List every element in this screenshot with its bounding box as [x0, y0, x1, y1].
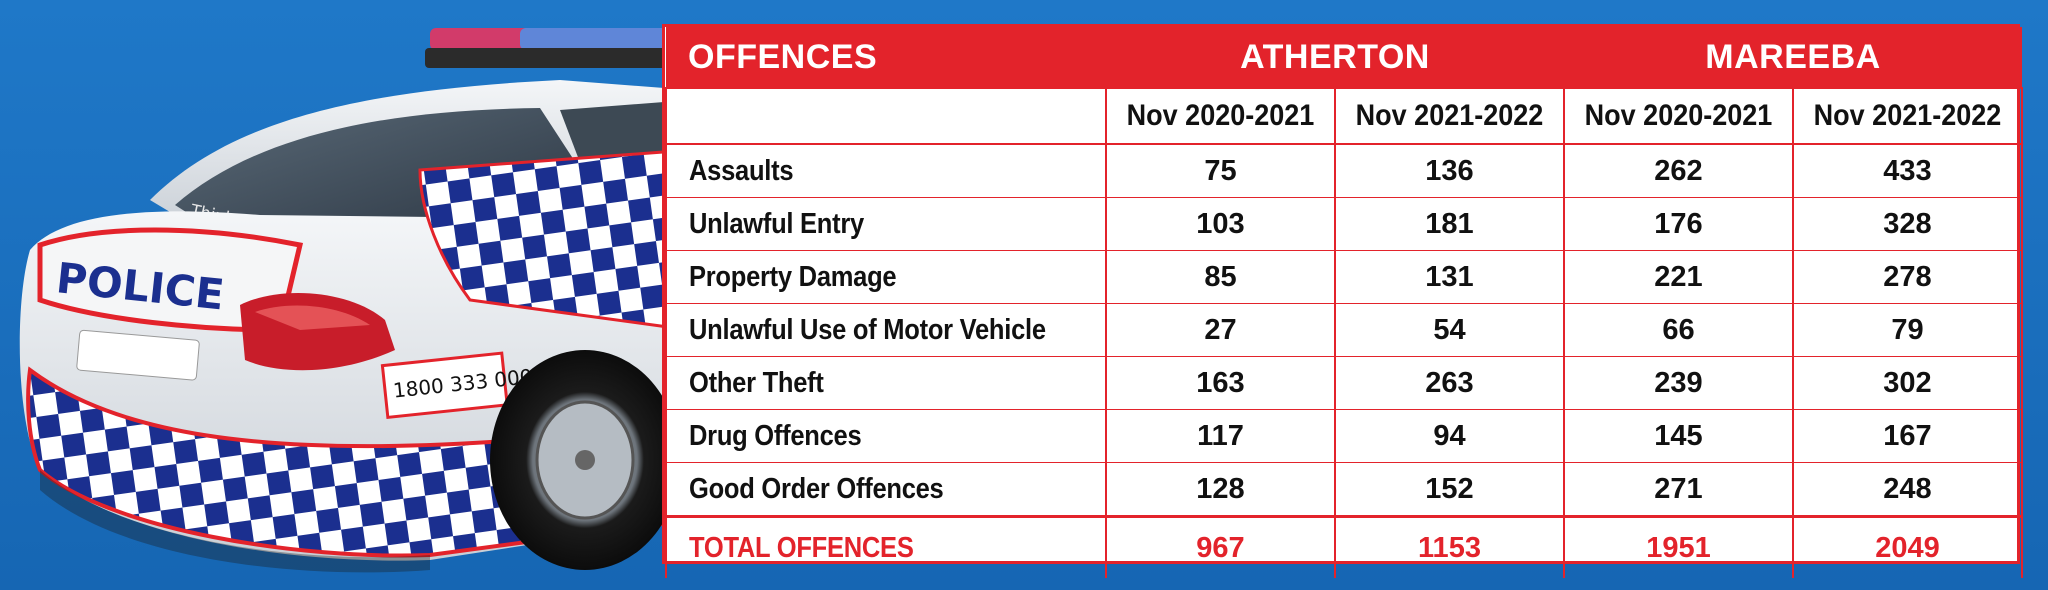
- total-cell: 967: [1105, 515, 1336, 578]
- row-label: Drug Offences: [689, 419, 862, 452]
- row-label: Unlawful Entry: [689, 207, 864, 240]
- offences-header: OFFENCES: [666, 27, 1106, 88]
- period-row: Nov 2020-2021 Nov 2021-2022 Nov 2020-202…: [666, 87, 2022, 145]
- cell: 262: [1563, 144, 1794, 198]
- cell: 103: [1105, 197, 1336, 251]
- cell: 54: [1334, 303, 1565, 357]
- cell: 433: [1792, 144, 2023, 198]
- table-row: Other Theft 163 263 239 302: [665, 356, 2023, 410]
- cell: 263: [1334, 356, 1565, 410]
- period-blank: [687, 87, 1085, 145]
- wheel: [490, 350, 680, 570]
- cell: 221: [1563, 250, 1794, 304]
- cell: 27: [1105, 303, 1336, 357]
- cell: 163: [1105, 356, 1336, 410]
- cell: 239: [1563, 356, 1794, 410]
- cell: 75: [1105, 144, 1336, 198]
- cell: 136: [1334, 144, 1565, 198]
- cell: 131: [1334, 250, 1565, 304]
- police-car-illustration: Think Policelink 131 444 POLICE 1800 333…: [19, 28, 692, 573]
- cell: 79: [1792, 303, 2023, 357]
- region-header-mareeba: MAREEBA: [1564, 27, 2022, 88]
- total-label: TOTAL OFFENCES: [689, 531, 914, 564]
- cell: 181: [1334, 197, 1565, 251]
- period-header: Nov 2021-2022: [1803, 87, 2012, 145]
- table: OFFENCES ATHERTON MAREEBA Nov 2020-2021 …: [665, 27, 2023, 578]
- table-row: Good Order Offences 128 152 271 248: [665, 462, 2023, 517]
- period-header: Nov 2020-2021: [1574, 87, 1783, 145]
- table-row: Property Damage 85 131 221 278: [665, 250, 2023, 304]
- cell: 152: [1334, 462, 1565, 517]
- cell: 176: [1563, 197, 1794, 251]
- table-row: Drug Offences 117 94 145 167: [665, 409, 2023, 463]
- cell: 167: [1792, 409, 2023, 463]
- total-row: TOTAL OFFENCES 967 1153 1951 2049: [665, 515, 2023, 578]
- header-row: OFFENCES ATHERTON MAREEBA: [666, 27, 2022, 88]
- cell: 328: [1792, 197, 2023, 251]
- period-header: Nov 2021-2022: [1345, 87, 1554, 145]
- cell: 278: [1792, 250, 2023, 304]
- table-row: Unlawful Use of Motor Vehicle 27 54 66 7…: [665, 303, 2023, 357]
- total-cell: 1951: [1563, 515, 1794, 578]
- cell: 271: [1563, 462, 1794, 517]
- cell: 94: [1334, 409, 1565, 463]
- row-label: Other Theft: [689, 366, 824, 399]
- region-header-atherton: ATHERTON: [1106, 27, 1564, 88]
- cell: 145: [1563, 409, 1794, 463]
- total-cell: 2049: [1792, 515, 2023, 578]
- table-row: Assaults 75 136 262 433: [665, 144, 2023, 198]
- row-label: Unlawful Use of Motor Vehicle: [689, 313, 1046, 346]
- offences-table: OFFENCES ATHERTON MAREEBA Nov 2020-2021 …: [662, 24, 2023, 578]
- light-bar: [425, 28, 675, 68]
- period-header: Nov 2020-2021: [1116, 87, 1325, 145]
- cell: 128: [1105, 462, 1336, 517]
- cell: 85: [1105, 250, 1336, 304]
- table-row: Unlawful Entry 103 181 176 328: [665, 197, 2023, 251]
- row-label: Good Order Offences: [689, 472, 944, 505]
- row-label: Property Damage: [689, 260, 897, 293]
- cell: 117: [1105, 409, 1336, 463]
- cell: 248: [1792, 462, 2023, 517]
- total-cell: 1153: [1334, 515, 1565, 578]
- cell: 66: [1563, 303, 1794, 357]
- cell: 302: [1792, 356, 2023, 410]
- row-label: Assaults: [689, 154, 794, 187]
